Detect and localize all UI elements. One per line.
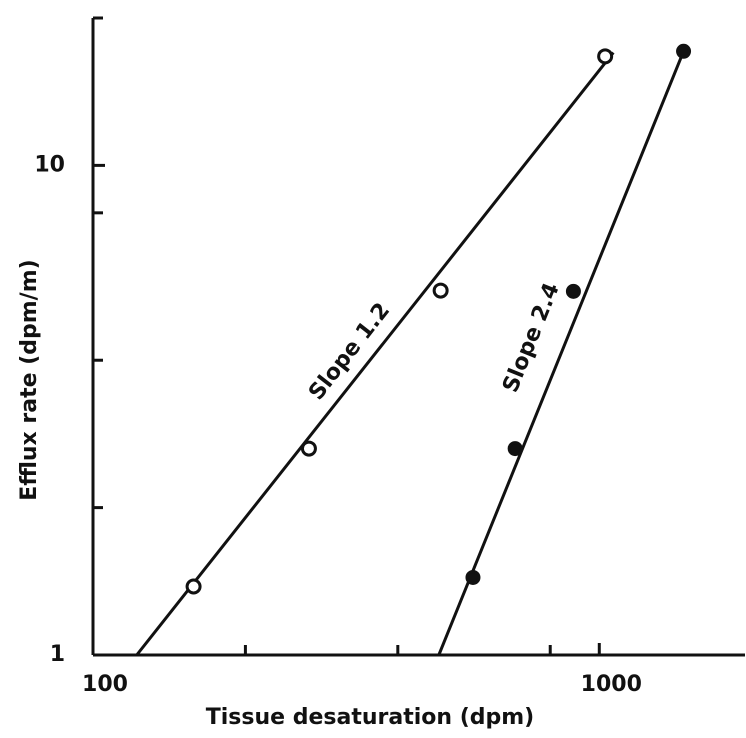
filled-point: [507, 441, 523, 457]
open-point: [597, 48, 614, 65]
x-axis-label: Tissue desaturation (dpm): [206, 705, 535, 730]
slope-annotation: Slope 2.4: [498, 279, 565, 396]
fit-line: [437, 50, 685, 656]
open-point: [185, 578, 202, 595]
x-tick-label: 1000: [581, 672, 642, 697]
y-axis-label: Efflux rate (dpm/m): [17, 259, 42, 500]
y-tick-label: 1: [50, 642, 65, 667]
fit-line: [135, 51, 615, 656]
open-point: [432, 282, 449, 299]
filled-point: [565, 283, 581, 299]
filled-point: [676, 43, 692, 59]
open-point: [300, 440, 317, 457]
x-tick-label: 100: [82, 672, 128, 697]
slope-annotation: Slope 1.2: [304, 298, 395, 405]
filled-point: [465, 569, 481, 585]
y-tick-label: 10: [34, 152, 65, 177]
